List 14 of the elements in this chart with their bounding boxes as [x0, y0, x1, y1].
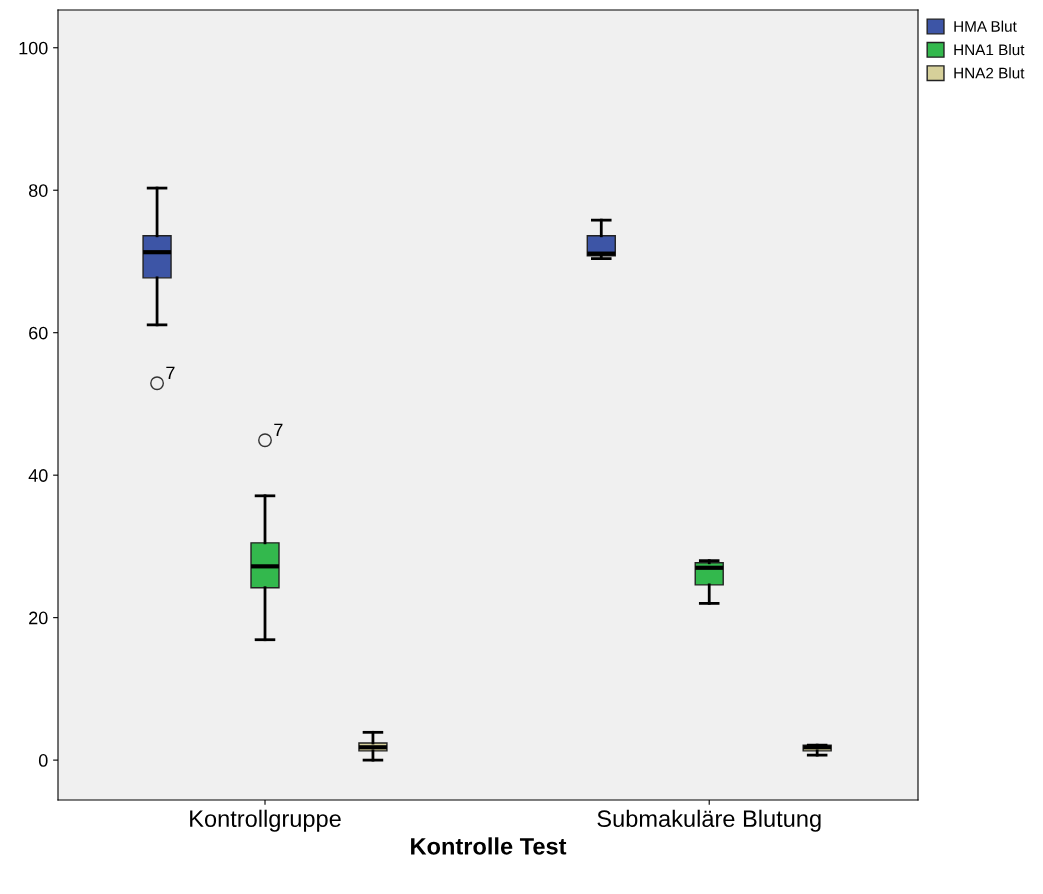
- x-tick-label: Submakuläre Blutung: [597, 809, 821, 832]
- y-tick-label: 40: [28, 469, 48, 482]
- y-tick-label: 100: [19, 41, 48, 55]
- x-axis-title: Kontrolle Test: [411, 837, 567, 855]
- y-tick-label: 80: [28, 184, 48, 197]
- legend-label: HMA Blut: [954, 20, 1017, 32]
- y-tick-label: 0: [38, 754, 48, 767]
- annotation: 7: [274, 423, 283, 437]
- legend-label: HNA1 Blut: [954, 43, 1025, 56]
- x-tick-label: Kontrollgruppe: [190, 809, 341, 832]
- y-tick-label: 20: [29, 611, 48, 625]
- annotation: 7: [166, 366, 175, 380]
- legend-label: HNA2 Blut: [954, 67, 1025, 79]
- y-tick-label: 60: [29, 326, 48, 340]
